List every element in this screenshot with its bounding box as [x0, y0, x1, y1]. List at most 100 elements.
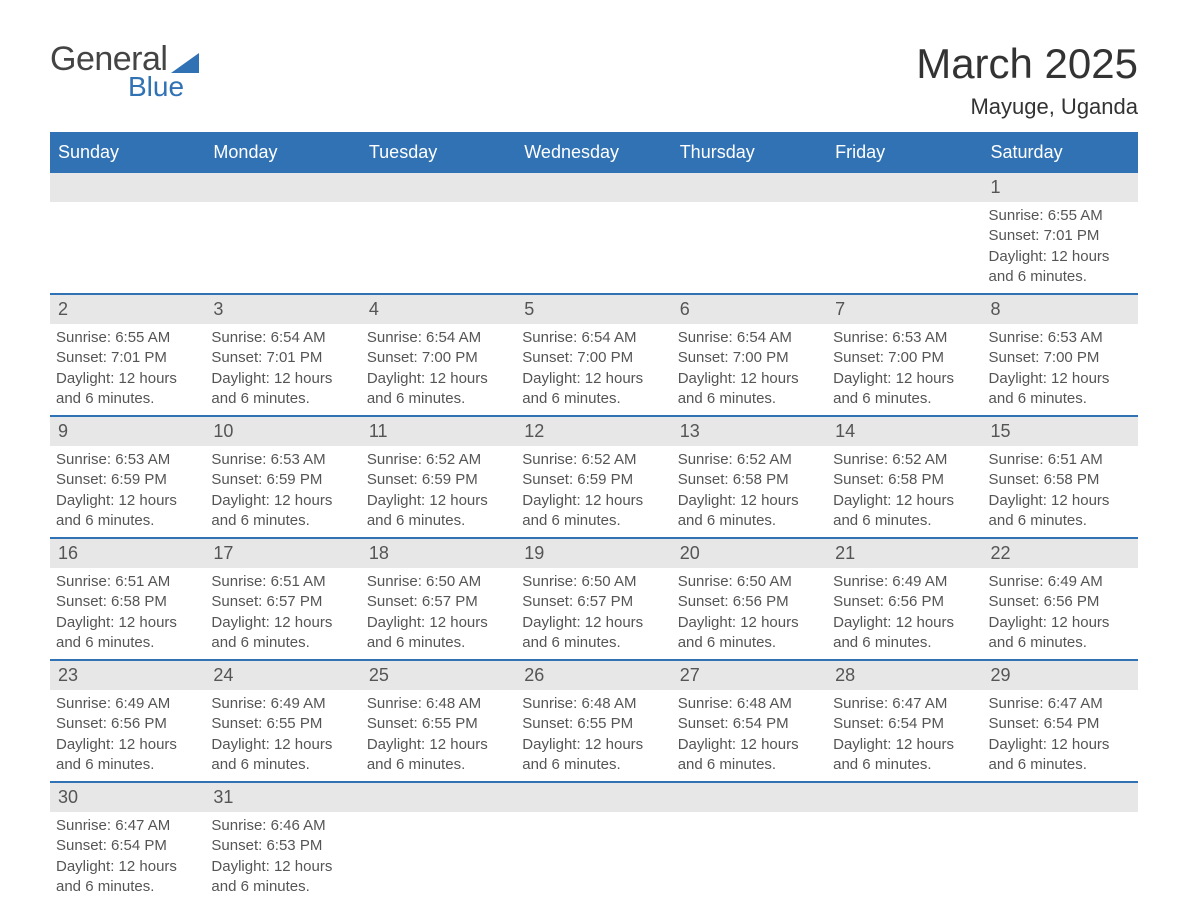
sunset-text: Sunset: 6:55 PM	[211, 714, 352, 734]
sunset-text: Sunset: 6:54 PM	[833, 714, 974, 734]
week-row: 16Sunrise: 6:51 AMSunset: 6:58 PMDayligh…	[50, 538, 1138, 660]
calendar-cell: 13Sunrise: 6:52 AMSunset: 6:58 PMDayligh…	[672, 416, 827, 538]
daylight-text: Daylight: 12 hours and 6 minutes.	[522, 369, 663, 410]
sunrise-text: Sunrise: 6:54 AM	[678, 328, 819, 348]
sunset-text: Sunset: 6:55 PM	[367, 714, 508, 734]
sunset-text: Sunset: 6:58 PM	[833, 470, 974, 490]
day-data: Sunrise: 6:55 AMSunset: 7:01 PMDaylight:…	[50, 324, 205, 415]
day-header-row: Sunday Monday Tuesday Wednesday Thursday…	[50, 133, 1138, 172]
daylight-text: Daylight: 12 hours and 6 minutes.	[989, 613, 1130, 654]
calendar-cell	[827, 172, 982, 294]
day-data: Sunrise: 6:49 AMSunset: 6:56 PMDaylight:…	[983, 568, 1138, 659]
day-data: Sunrise: 6:48 AMSunset: 6:55 PMDaylight:…	[361, 690, 516, 781]
calendar-cell	[516, 782, 671, 903]
day-data	[516, 202, 671, 293]
day-number: 2	[50, 295, 205, 324]
sunrise-text: Sunrise: 6:52 AM	[367, 450, 508, 470]
sunset-text: Sunset: 6:54 PM	[678, 714, 819, 734]
header-saturday: Saturday	[983, 133, 1138, 172]
sunset-text: Sunset: 6:57 PM	[522, 592, 663, 612]
day-number: 20	[672, 539, 827, 568]
sunset-text: Sunset: 7:00 PM	[989, 348, 1130, 368]
sunset-text: Sunset: 6:55 PM	[522, 714, 663, 734]
day-number: 24	[205, 661, 360, 690]
day-data: Sunrise: 6:54 AMSunset: 7:00 PMDaylight:…	[361, 324, 516, 415]
sunrise-text: Sunrise: 6:51 AM	[56, 572, 197, 592]
day-number: 30	[50, 783, 205, 812]
sunrise-text: Sunrise: 6:47 AM	[833, 694, 974, 714]
day-number: 12	[516, 417, 671, 446]
sunset-text: Sunset: 7:00 PM	[522, 348, 663, 368]
daylight-text: Daylight: 12 hours and 6 minutes.	[56, 613, 197, 654]
calendar-cell: 19Sunrise: 6:50 AMSunset: 6:57 PMDayligh…	[516, 538, 671, 660]
calendar-cell: 22Sunrise: 6:49 AMSunset: 6:56 PMDayligh…	[983, 538, 1138, 660]
calendar-cell: 28Sunrise: 6:47 AMSunset: 6:54 PMDayligh…	[827, 660, 982, 782]
day-data: Sunrise: 6:51 AMSunset: 6:58 PMDaylight:…	[50, 568, 205, 659]
daylight-text: Daylight: 12 hours and 6 minutes.	[989, 491, 1130, 532]
day-data: Sunrise: 6:49 AMSunset: 6:56 PMDaylight:…	[50, 690, 205, 781]
daylight-text: Daylight: 12 hours and 6 minutes.	[989, 247, 1130, 288]
day-number: 28	[827, 661, 982, 690]
sunrise-text: Sunrise: 6:54 AM	[367, 328, 508, 348]
day-number: 9	[50, 417, 205, 446]
sunset-text: Sunset: 6:56 PM	[678, 592, 819, 612]
month-title: March 2025	[916, 40, 1138, 88]
location-label: Mayuge, Uganda	[916, 94, 1138, 120]
sunrise-text: Sunrise: 6:54 AM	[211, 328, 352, 348]
sunrise-text: Sunrise: 6:53 AM	[833, 328, 974, 348]
daylight-text: Daylight: 12 hours and 6 minutes.	[56, 369, 197, 410]
day-data: Sunrise: 6:54 AMSunset: 7:00 PMDaylight:…	[672, 324, 827, 415]
calendar-cell: 25Sunrise: 6:48 AMSunset: 6:55 PMDayligh…	[361, 660, 516, 782]
header-thursday: Thursday	[672, 133, 827, 172]
sunset-text: Sunset: 7:01 PM	[56, 348, 197, 368]
daylight-text: Daylight: 12 hours and 6 minutes.	[367, 491, 508, 532]
day-number: 4	[361, 295, 516, 324]
sunrise-text: Sunrise: 6:47 AM	[989, 694, 1130, 714]
day-data: Sunrise: 6:49 AMSunset: 6:55 PMDaylight:…	[205, 690, 360, 781]
day-data: Sunrise: 6:48 AMSunset: 6:54 PMDaylight:…	[672, 690, 827, 781]
sunrise-text: Sunrise: 6:48 AM	[522, 694, 663, 714]
sunrise-text: Sunrise: 6:49 AM	[989, 572, 1130, 592]
calendar-cell: 10Sunrise: 6:53 AMSunset: 6:59 PMDayligh…	[205, 416, 360, 538]
day-data: Sunrise: 6:50 AMSunset: 6:56 PMDaylight:…	[672, 568, 827, 659]
calendar-body: 1Sunrise: 6:55 AMSunset: 7:01 PMDaylight…	[50, 172, 1138, 903]
day-number	[361, 173, 516, 202]
calendar-cell	[516, 172, 671, 294]
sunset-text: Sunset: 7:00 PM	[833, 348, 974, 368]
day-data: Sunrise: 6:54 AMSunset: 7:00 PMDaylight:…	[516, 324, 671, 415]
day-data	[205, 202, 360, 293]
day-number: 17	[205, 539, 360, 568]
header-sunday: Sunday	[50, 133, 205, 172]
day-number: 27	[672, 661, 827, 690]
day-number: 13	[672, 417, 827, 446]
daylight-text: Daylight: 12 hours and 6 minutes.	[211, 369, 352, 410]
calendar-cell: 20Sunrise: 6:50 AMSunset: 6:56 PMDayligh…	[672, 538, 827, 660]
day-number: 8	[983, 295, 1138, 324]
day-number: 31	[205, 783, 360, 812]
daylight-text: Daylight: 12 hours and 6 minutes.	[989, 369, 1130, 410]
day-number: 19	[516, 539, 671, 568]
calendar-cell: 17Sunrise: 6:51 AMSunset: 6:57 PMDayligh…	[205, 538, 360, 660]
sunset-text: Sunset: 6:58 PM	[56, 592, 197, 612]
calendar-cell	[827, 782, 982, 903]
sunrise-text: Sunrise: 6:48 AM	[678, 694, 819, 714]
calendar-cell: 18Sunrise: 6:50 AMSunset: 6:57 PMDayligh…	[361, 538, 516, 660]
daylight-text: Daylight: 12 hours and 6 minutes.	[678, 491, 819, 532]
calendar-cell: 1Sunrise: 6:55 AMSunset: 7:01 PMDaylight…	[983, 172, 1138, 294]
calendar-cell: 11Sunrise: 6:52 AMSunset: 6:59 PMDayligh…	[361, 416, 516, 538]
calendar-cell: 29Sunrise: 6:47 AMSunset: 6:54 PMDayligh…	[983, 660, 1138, 782]
calendar-cell: 15Sunrise: 6:51 AMSunset: 6:58 PMDayligh…	[983, 416, 1138, 538]
calendar-cell	[361, 172, 516, 294]
day-data: Sunrise: 6:52 AMSunset: 6:58 PMDaylight:…	[827, 446, 982, 537]
week-row: 9Sunrise: 6:53 AMSunset: 6:59 PMDaylight…	[50, 416, 1138, 538]
sunrise-text: Sunrise: 6:49 AM	[211, 694, 352, 714]
day-number	[983, 783, 1138, 812]
day-data: Sunrise: 6:54 AMSunset: 7:01 PMDaylight:…	[205, 324, 360, 415]
day-number	[516, 783, 671, 812]
sunset-text: Sunset: 7:01 PM	[211, 348, 352, 368]
calendar-cell	[361, 782, 516, 903]
calendar-cell: 23Sunrise: 6:49 AMSunset: 6:56 PMDayligh…	[50, 660, 205, 782]
daylight-text: Daylight: 12 hours and 6 minutes.	[989, 735, 1130, 776]
calendar-cell	[983, 782, 1138, 903]
daylight-text: Daylight: 12 hours and 6 minutes.	[678, 369, 819, 410]
